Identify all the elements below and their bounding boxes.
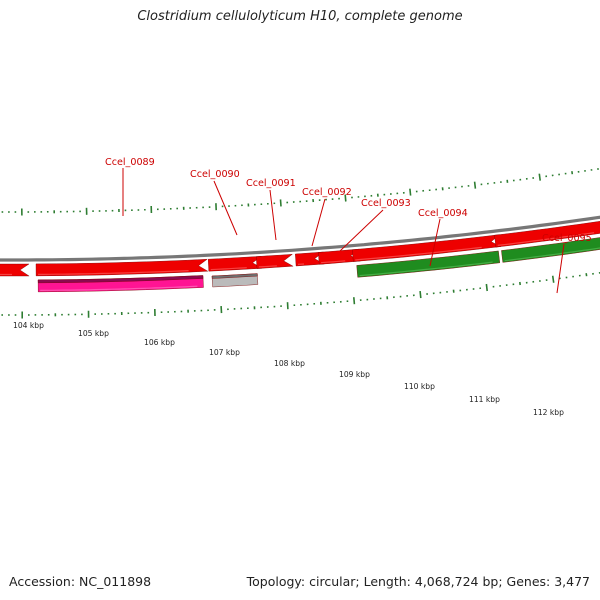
cds-highlight — [497, 232, 595, 246]
gene-label[interactable]: Ccel_0090 — [190, 169, 240, 180]
outer-tick — [419, 291, 422, 299]
cds-arrow — [0, 263, 30, 277]
magenta-feature-shadow — [37, 275, 204, 284]
magenta-highlight — [40, 285, 198, 291]
cds-highlight — [38, 270, 189, 275]
leader-line — [429, 218, 441, 267]
scale-label: 107 kbp — [209, 348, 240, 357]
inner-tick — [473, 181, 477, 189]
inner-tick — [344, 194, 347, 202]
scale-label: 106 kbp — [144, 338, 175, 347]
cds-highlight — [355, 246, 482, 261]
leader-lines — [122, 168, 565, 294]
leader-line — [311, 198, 326, 247]
inner-tick-ring — [1, 168, 599, 216]
leader-line — [213, 180, 238, 236]
feature-track — [0, 221, 600, 293]
cds-highlight — [258, 265, 277, 268]
scale-label: 108 kbp — [274, 359, 305, 368]
scale-label: 111 kbp — [469, 395, 500, 404]
outer-tick — [485, 283, 488, 292]
inner-tick — [279, 199, 282, 207]
gene-label[interactable]: Ccel_0092 — [302, 187, 352, 198]
cds-arrow — [494, 221, 600, 248]
accession-label: Accession: NC_011898 — [9, 574, 152, 589]
gene-label[interactable]: Ccel_0089 — [105, 157, 155, 168]
outer-tick — [551, 275, 555, 283]
inner-tick — [538, 173, 541, 181]
green-feature-band — [356, 250, 501, 278]
scale-label: 104 kbp — [13, 321, 44, 330]
genome-summary-label: Topology: circular; Length: 4,068,724 bp… — [246, 574, 590, 589]
leader-line — [339, 209, 384, 252]
gene-labels: Ccel_0089 Ccel_0090 Ccel_0091 Ccel_0092 … — [105, 157, 592, 244]
green-highlight — [504, 247, 600, 262]
scale-label: 110 kbp — [404, 382, 435, 391]
gray-feature-shadow — [211, 273, 258, 279]
cds-highlight — [321, 260, 346, 264]
gene-label[interactable]: Ccel_0091 — [246, 178, 296, 189]
outer-tick-ring — [1, 271, 600, 319]
leader-line — [556, 243, 565, 294]
green-feature-band — [501, 237, 600, 263]
inner-tick — [409, 188, 412, 196]
genome-backbone — [0, 215, 600, 262]
green-highlight — [359, 261, 493, 277]
cds-highlight — [210, 267, 247, 271]
scale-labels: 104 kbp 105 kbp 106 kbp 107 kbp 108 kbp … — [13, 321, 564, 417]
backbone-line — [0, 215, 600, 262]
gene-label[interactable]: Ccel_0095 — [542, 233, 592, 244]
gene-label[interactable]: Ccel_0093 — [361, 198, 411, 209]
cds-arrow — [255, 254, 294, 269]
map-title: Clostridium cellulolyticum H10, complete… — [137, 9, 463, 24]
gene-label[interactable]: Ccel_0094 — [418, 208, 468, 219]
outer-tick — [353, 297, 356, 305]
leader-line — [269, 189, 277, 241]
scale-label: 112 kbp — [533, 408, 564, 417]
scale-label: 109 kbp — [339, 370, 370, 379]
scale-label: 105 kbp — [78, 329, 109, 338]
